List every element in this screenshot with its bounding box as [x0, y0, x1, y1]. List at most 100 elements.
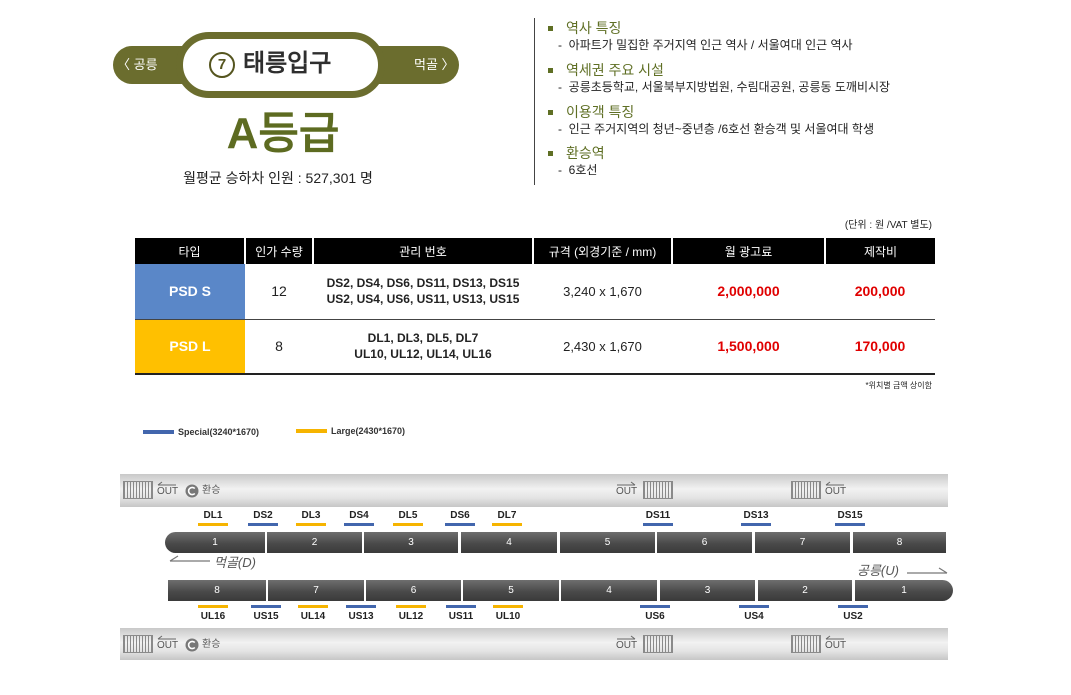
feature-title: 역세권 주요 시설: [566, 62, 664, 78]
door-marker-bar: [838, 605, 868, 608]
door-marker-bar: [445, 523, 475, 526]
door-marker-label: DS13: [743, 510, 769, 521]
door-marker: UL14: [293, 605, 333, 623]
train-car: 1: [165, 532, 265, 553]
train-car: 3: [364, 532, 458, 553]
feature-riders: 이용객 특징 - 인근 주거지역의 청년~중년층 /6호선 환승객 및 서울여대…: [548, 103, 968, 137]
arrow-left-icon: [157, 481, 176, 486]
transfer-label: 환승: [202, 485, 221, 496]
direction-up-label: 공릉(U): [857, 563, 899, 578]
door-marker-label: DS15: [837, 510, 863, 521]
train-car: 4: [461, 532, 557, 553]
train-car: 8: [853, 532, 946, 553]
square-bullet-icon: [548, 109, 553, 115]
ids-line: US2, US4, US6, US11, US13, US15: [326, 292, 520, 307]
stairs-icon: [643, 481, 673, 499]
door-marker: DL7: [487, 510, 527, 526]
door-marker-label: US2: [843, 611, 863, 622]
legend-special-swatch: [143, 430, 174, 434]
train-car: 5: [463, 580, 559, 601]
platform-lower-band: [120, 628, 948, 660]
arrow-left-icon: [825, 481, 844, 486]
exit-sign: OUT: [157, 635, 179, 651]
divider-line: [534, 18, 535, 185]
quantity-cell: 12: [245, 264, 313, 320]
door-marker-bar: [493, 605, 523, 608]
exit-label: OUT: [825, 486, 847, 497]
door-marker-bar: [396, 605, 426, 608]
ids-line: DL1, DL3, DL5, DL7: [367, 331, 479, 346]
door-marker: DS11: [638, 510, 678, 526]
production-cost-cell: 170,000: [825, 319, 935, 375]
train-car: 6: [366, 580, 461, 601]
station-name: 태릉입구: [243, 50, 332, 77]
door-marker-bar: [298, 605, 328, 608]
stairs-icon: [123, 481, 153, 499]
stairs-icon: [123, 635, 153, 653]
table-header-row: 타입 인가 수량 관리 번호 규격 (외경기준 / mm) 월 광고료 제작비: [135, 238, 935, 264]
door-marker-label: UL14: [300, 611, 326, 622]
feature-detail: - 6호선: [558, 163, 598, 177]
door-marker: DL5: [388, 510, 428, 526]
monthly-fee-cell: 2,000,000: [672, 264, 825, 320]
feature-title: 이용객 특징: [566, 104, 635, 120]
door-marker-bar: [741, 523, 771, 526]
stairs-icon: [643, 635, 673, 653]
unit-note: (단위 : 원 /VAT 별도): [844, 220, 932, 231]
arrow-left-icon: [169, 555, 210, 562]
door-marker-label: DL5: [398, 510, 418, 521]
legend-special-label: Special(3240*1670): [178, 427, 260, 437]
door-marker-bar: [643, 523, 673, 526]
door-marker: UL12: [391, 605, 431, 623]
square-bullet-icon: [548, 150, 553, 156]
door-marker-bar: [198, 605, 228, 608]
door-marker-bar: [248, 523, 278, 526]
station-grade: A등급: [226, 109, 340, 158]
exit-label: OUT: [825, 640, 847, 651]
feature-title: 역사 특징: [566, 20, 622, 36]
door-marker: US15: [246, 605, 286, 623]
door-marker-label: DL7: [497, 510, 517, 521]
door-marker-label: DS4: [349, 510, 369, 521]
door-marker-bar: [344, 523, 374, 526]
door-marker: US13: [341, 605, 381, 623]
train-car: 2: [267, 532, 362, 553]
exit-sign: OUT: [616, 635, 638, 651]
door-marker: UL16: [193, 605, 233, 623]
monthly-fee-cell: 1,500,000: [672, 319, 825, 375]
square-bullet-icon: [548, 67, 553, 73]
door-marker: DS13: [736, 510, 776, 526]
ids-line: DS2, DS4, DS6, DS11, DS13, DS15: [326, 276, 520, 291]
arrow-left-icon: [825, 635, 844, 640]
header-size: 규격 (외경기준 / mm): [532, 238, 672, 264]
exit-sign: OUT: [157, 481, 179, 497]
table-row: PSD L 8 DL1, DL3, DL5, DL7 UL10, UL12, U…: [135, 319, 935, 375]
train-car: 8: [168, 580, 266, 601]
door-marker: DS2: [243, 510, 283, 526]
door-marker-label: DL3: [301, 510, 321, 521]
door-marker: DS15: [830, 510, 870, 526]
transfer-label: 환승: [202, 639, 221, 650]
door-marker: US11: [441, 605, 481, 623]
door-marker: US2: [833, 605, 873, 623]
door-marker-label: DL1: [203, 510, 223, 521]
train-car: 3: [660, 580, 755, 601]
door-marker-bar: [346, 605, 376, 608]
exit-label: OUT: [157, 640, 179, 651]
legend-large-label: Large(2430*1670): [331, 426, 406, 436]
feature-transfer: 환승역 - 6호선: [548, 144, 968, 178]
door-marker-bar: [446, 605, 476, 608]
door-marker-bar: [640, 605, 670, 608]
platform-upper-band: [120, 474, 948, 507]
exit-sign: OUT: [825, 635, 847, 651]
train-car: 6: [657, 532, 752, 553]
door-marker-label: US6: [645, 611, 665, 622]
transfer-icon: [185, 638, 199, 652]
price-footnote: *위치별 금액 상이함: [865, 381, 932, 390]
header-production-cost: 제작비: [824, 238, 935, 264]
rate-table: 타입 인가 수량 관리 번호 규격 (외경기준 / mm) 월 광고료 제작비 …: [135, 238, 935, 375]
door-marker-bar: [835, 523, 865, 526]
door-marker-label: DS6: [450, 510, 470, 521]
door-marker-label: US15: [253, 611, 279, 622]
feature-detail: - 아파트가 밀집한 주거지역 인근 역사 / 서울여대 인근 역사: [558, 38, 853, 52]
